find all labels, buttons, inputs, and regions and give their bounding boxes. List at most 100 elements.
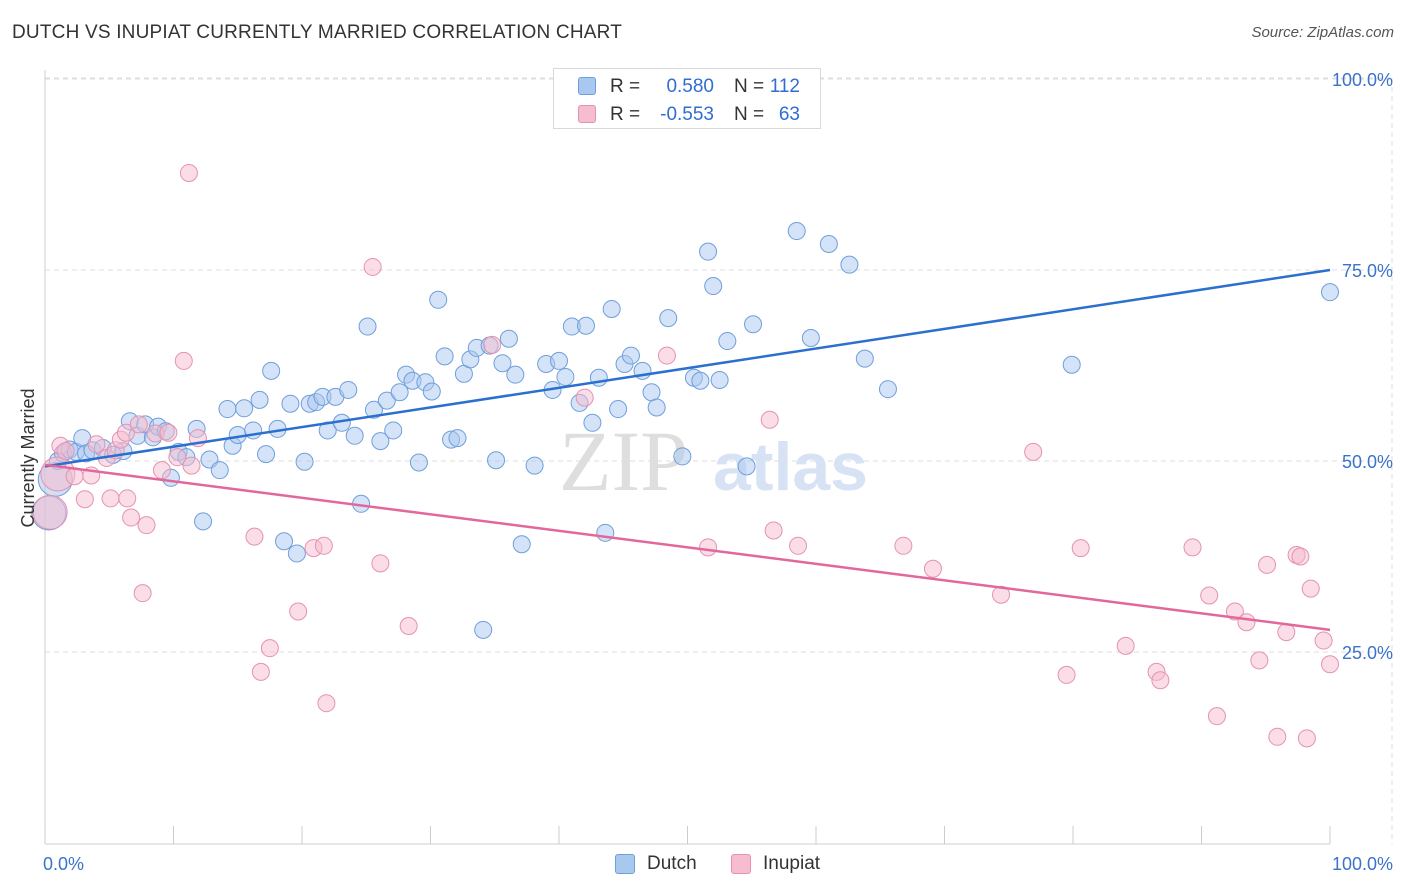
inupiat-point bbox=[174, 351, 193, 370]
dutch-point bbox=[339, 380, 358, 399]
dutch-point bbox=[250, 390, 269, 409]
watermark-atlas: atlas bbox=[713, 429, 868, 505]
legend-row-dutch: R = 0.580 N = 112 bbox=[554, 72, 820, 100]
dutch-point bbox=[659, 309, 678, 328]
y-tick-label: 25.0% bbox=[1342, 643, 1393, 663]
dutch-point bbox=[435, 347, 454, 366]
inupiat-point bbox=[56, 442, 75, 461]
inupiat-point bbox=[317, 694, 336, 713]
inupiat-point bbox=[1237, 613, 1256, 632]
inupiat-point bbox=[894, 536, 913, 555]
inupiat-point bbox=[1116, 636, 1135, 655]
dutch-point bbox=[448, 429, 467, 448]
inupiat-point bbox=[1258, 555, 1277, 574]
dutch-point bbox=[704, 277, 723, 296]
dutch-point bbox=[556, 367, 575, 386]
dutch-point bbox=[235, 399, 254, 418]
dutch-point bbox=[262, 361, 281, 380]
dutch-point bbox=[840, 255, 859, 274]
inupiat-point bbox=[182, 456, 201, 475]
inupiat-point bbox=[1297, 729, 1316, 748]
dutch-point bbox=[487, 451, 506, 470]
inupiat-point bbox=[789, 536, 808, 555]
dutch-point bbox=[384, 421, 403, 440]
dutch-point bbox=[642, 383, 661, 402]
dutch-point bbox=[576, 316, 595, 335]
dutch-point bbox=[1321, 283, 1339, 302]
dutch-point bbox=[801, 328, 820, 347]
dutch-point bbox=[295, 452, 314, 471]
inupiat-point bbox=[101, 489, 120, 508]
inupiat-point bbox=[152, 461, 171, 480]
dutch-point bbox=[493, 354, 512, 373]
inupiat-swatch bbox=[731, 854, 751, 874]
inupiat-point bbox=[1024, 442, 1043, 461]
inupiat-point bbox=[168, 448, 187, 467]
inupiat-point bbox=[923, 559, 942, 578]
r-label: R = bbox=[610, 76, 641, 97]
dutch-point bbox=[621, 346, 640, 365]
inupiat-point bbox=[122, 508, 141, 527]
inupiat-point bbox=[314, 536, 333, 555]
dutch-point bbox=[878, 380, 897, 399]
inupiat-point bbox=[87, 435, 106, 454]
dutch-point bbox=[422, 382, 441, 401]
inupiat-point bbox=[251, 662, 270, 681]
dutch-point bbox=[787, 222, 806, 241]
dutch-point bbox=[512, 535, 531, 554]
r-value: -0.553 bbox=[660, 104, 714, 125]
dutch-point bbox=[602, 299, 621, 318]
legend-label-dutch: Dutch bbox=[647, 853, 697, 874]
legend-row-inupiat: R = -0.553 N = 63 bbox=[554, 100, 820, 128]
dutch-point bbox=[1062, 355, 1081, 374]
dutch-swatch bbox=[578, 77, 596, 95]
inupiat-point bbox=[118, 489, 137, 508]
dutch-point bbox=[550, 351, 568, 370]
source-credit: Source: ZipAtlas.com bbox=[1251, 24, 1394, 41]
y-axis-label: Currently Married bbox=[18, 388, 38, 527]
dutch-point bbox=[218, 400, 237, 419]
inupiat-point bbox=[1250, 651, 1269, 670]
dutch-point bbox=[647, 398, 666, 417]
r-value: 0.580 bbox=[666, 76, 714, 97]
dutch-trend-line bbox=[44, 268, 1331, 468]
inupiat-point bbox=[1301, 579, 1320, 598]
inupiat-point bbox=[289, 602, 308, 621]
x-tick-label: 100.0% bbox=[1332, 854, 1393, 874]
dutch-point bbox=[855, 349, 874, 368]
n-value: 63 bbox=[778, 104, 800, 125]
inupiat-point bbox=[75, 490, 94, 509]
dutch-point bbox=[718, 332, 737, 351]
dutch-point bbox=[691, 371, 710, 390]
inupiat-point bbox=[657, 346, 676, 365]
inupiat-point bbox=[179, 163, 198, 182]
dutch-point bbox=[210, 461, 229, 480]
inupiat-point bbox=[116, 423, 135, 442]
y-tick-label: 50.0% bbox=[1342, 452, 1393, 472]
y-tick-label: 100.0% bbox=[1332, 70, 1393, 90]
dutch-point bbox=[429, 290, 448, 309]
grid-layer bbox=[45, 77, 1393, 844]
dutch-point bbox=[275, 532, 294, 551]
inupiat-point bbox=[1207, 707, 1226, 726]
n-label: N = bbox=[734, 76, 765, 97]
dutch-swatch bbox=[615, 854, 635, 874]
r-label: R = bbox=[610, 104, 641, 125]
n-label: N = bbox=[734, 104, 765, 125]
inupiat-point bbox=[260, 639, 279, 658]
inupiat-point bbox=[483, 335, 502, 354]
inupiat-point bbox=[159, 423, 178, 442]
dutch-point bbox=[194, 512, 213, 531]
dutch-point bbox=[358, 317, 377, 336]
inupiat-point bbox=[137, 516, 156, 535]
inupiat-point bbox=[1200, 586, 1219, 605]
dutch-point bbox=[525, 456, 544, 475]
dutch-point bbox=[474, 620, 493, 639]
dutch-point bbox=[699, 242, 718, 261]
dutch-point bbox=[371, 432, 390, 451]
inupiat-point bbox=[129, 415, 148, 434]
inupiat-point bbox=[245, 527, 264, 546]
inupiat-swatch bbox=[578, 105, 596, 123]
dutch-point bbox=[499, 329, 518, 348]
inupiat-point bbox=[699, 538, 718, 557]
